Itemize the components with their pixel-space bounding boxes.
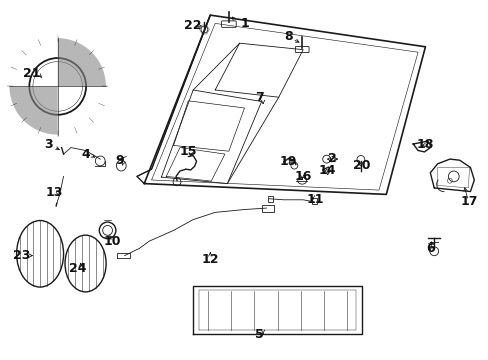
Text: 13: 13 <box>45 186 62 199</box>
Text: 6: 6 <box>425 242 434 255</box>
Text: 15: 15 <box>179 145 197 158</box>
Bar <box>267 196 272 202</box>
Text: 1: 1 <box>240 17 248 30</box>
Text: 4: 4 <box>81 148 90 161</box>
Text: 12: 12 <box>201 253 219 266</box>
Bar <box>311 198 316 204</box>
Text: 16: 16 <box>294 170 311 183</box>
Text: 3: 3 <box>44 138 53 150</box>
Text: 17: 17 <box>460 195 477 208</box>
Text: 22: 22 <box>184 19 202 32</box>
Text: 24: 24 <box>69 262 87 275</box>
Text: 18: 18 <box>416 138 433 150</box>
Text: 23: 23 <box>13 249 31 262</box>
Text: 19: 19 <box>279 156 297 168</box>
Text: 21: 21 <box>23 67 41 80</box>
Text: 5: 5 <box>254 328 263 341</box>
Text: 9: 9 <box>115 154 124 167</box>
Polygon shape <box>9 86 58 135</box>
Text: 20: 20 <box>352 159 370 172</box>
Text: 7: 7 <box>254 91 263 104</box>
Text: 8: 8 <box>284 30 292 42</box>
Bar <box>261 205 273 212</box>
Text: 11: 11 <box>306 193 324 206</box>
Text: 2: 2 <box>327 152 336 165</box>
Text: 10: 10 <box>103 235 121 248</box>
Polygon shape <box>58 38 106 86</box>
Text: 14: 14 <box>318 165 336 177</box>
